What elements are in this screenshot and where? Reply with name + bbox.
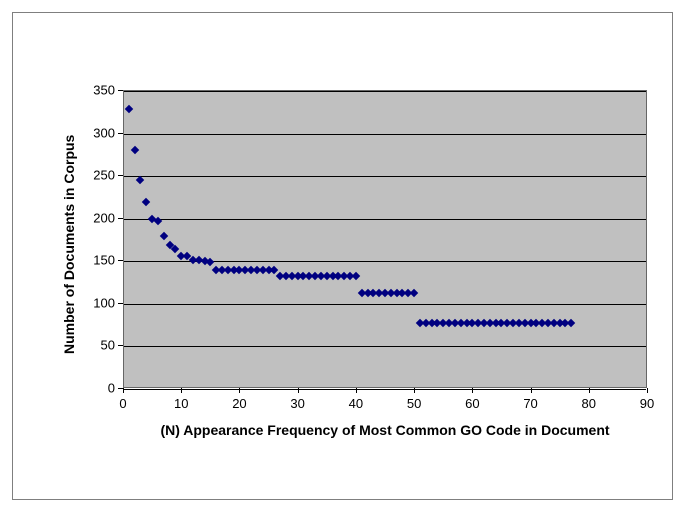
x-tick-label: 30: [290, 396, 304, 411]
x-tick-mark: [356, 388, 357, 393]
y-tick-label: 250: [83, 168, 115, 183]
y-axis-label: Number of Documents in Corpus: [61, 135, 77, 354]
x-tick-mark: [123, 388, 124, 393]
gridline: [124, 304, 646, 305]
x-tick-label: 40: [349, 396, 363, 411]
gridline: [124, 346, 646, 347]
x-tick-label: 10: [174, 396, 188, 411]
x-tick-mark: [647, 388, 648, 393]
x-tick-mark: [414, 388, 415, 393]
x-tick-mark: [239, 388, 240, 393]
chart-frame: 0 50 100 150 200 250 300 350 0 10 20 30 40 50 60 70 80 9…: [12, 12, 673, 500]
y-tick-label: 0: [83, 381, 115, 396]
y-tick-label: 200: [83, 210, 115, 225]
x-tick-label: 90: [640, 396, 654, 411]
y-tick-mark: [118, 90, 123, 91]
gridline: [124, 176, 646, 177]
gridline: [124, 91, 646, 92]
y-tick-mark: [118, 175, 123, 176]
gridline: [124, 134, 646, 135]
x-tick-label: 60: [465, 396, 479, 411]
x-tick-mark: [472, 388, 473, 393]
y-tick-label: 150: [83, 253, 115, 268]
y-tick-label: 100: [83, 295, 115, 310]
x-axis-label: (N) Appearance Frequency of Most Common …: [123, 422, 647, 438]
y-tick-label: 50: [83, 338, 115, 353]
x-tick-label: 20: [232, 396, 246, 411]
x-tick-mark: [531, 388, 532, 393]
x-tick-mark: [298, 388, 299, 393]
x-tick-label: 80: [582, 396, 596, 411]
x-tick-mark: [181, 388, 182, 393]
y-tick-mark: [118, 260, 123, 261]
x-tick-label: 50: [407, 396, 421, 411]
x-tick-label: 0: [119, 396, 126, 411]
y-tick-mark: [118, 345, 123, 346]
y-tick-label: 350: [83, 83, 115, 98]
gridline: [124, 219, 646, 220]
x-tick-mark: [589, 388, 590, 393]
y-tick-label: 300: [83, 125, 115, 140]
y-tick-mark: [118, 303, 123, 304]
y-tick-mark: [118, 218, 123, 219]
y-tick-mark: [118, 133, 123, 134]
plot-area: [123, 90, 647, 388]
x-tick-label: 70: [523, 396, 537, 411]
gridline: [124, 389, 646, 390]
